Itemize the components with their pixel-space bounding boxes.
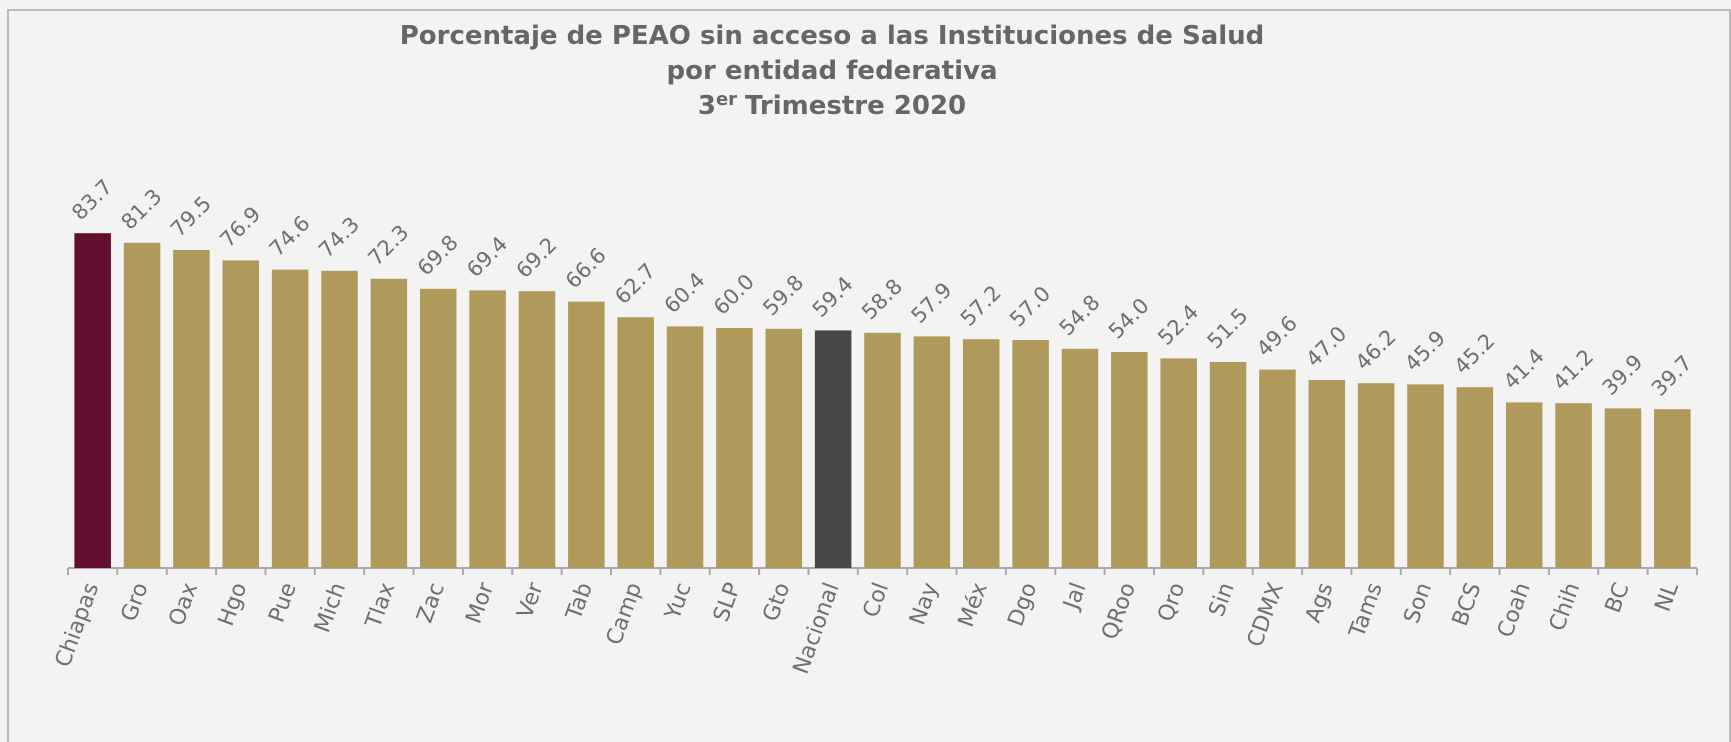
bar — [321, 270, 358, 568]
bar — [419, 288, 457, 568]
bar — [962, 339, 1000, 568]
bar — [518, 291, 556, 568]
chart-subtitle: 3er Trimestre 2020 — [698, 89, 966, 121]
bar — [1456, 387, 1494, 568]
chart-title: Porcentaje de PEAO sin acceso a las Inst… — [400, 21, 1265, 51]
subtitle-number: 3 — [698, 91, 716, 121]
bar — [1604, 408, 1642, 568]
bar — [1505, 402, 1543, 568]
bar — [1209, 362, 1247, 568]
bar — [271, 269, 309, 568]
bar — [1012, 340, 1049, 568]
bar — [617, 317, 654, 568]
bar — [814, 330, 852, 568]
chart-title: por entidad federativa — [666, 56, 997, 86]
bar — [222, 260, 260, 568]
bar — [1407, 384, 1444, 568]
subtitle-text: Trimestre 2020 — [745, 91, 966, 121]
bar — [1111, 352, 1148, 568]
bar — [1259, 369, 1296, 568]
bar — [1160, 358, 1197, 568]
bar — [173, 250, 210, 568]
bar — [74, 233, 111, 568]
bar — [469, 290, 506, 568]
bar — [370, 278, 408, 568]
bar — [913, 336, 951, 568]
bar — [1555, 403, 1592, 568]
bar — [864, 332, 901, 568]
bar — [1357, 383, 1395, 568]
bar — [666, 326, 704, 568]
bar — [1308, 380, 1346, 568]
bar — [765, 328, 803, 568]
subtitle-superscript: er — [716, 89, 737, 110]
bar — [1061, 348, 1099, 568]
bar — [716, 328, 753, 568]
bar — [568, 301, 605, 568]
bar — [123, 242, 161, 569]
bar — [1654, 409, 1691, 568]
